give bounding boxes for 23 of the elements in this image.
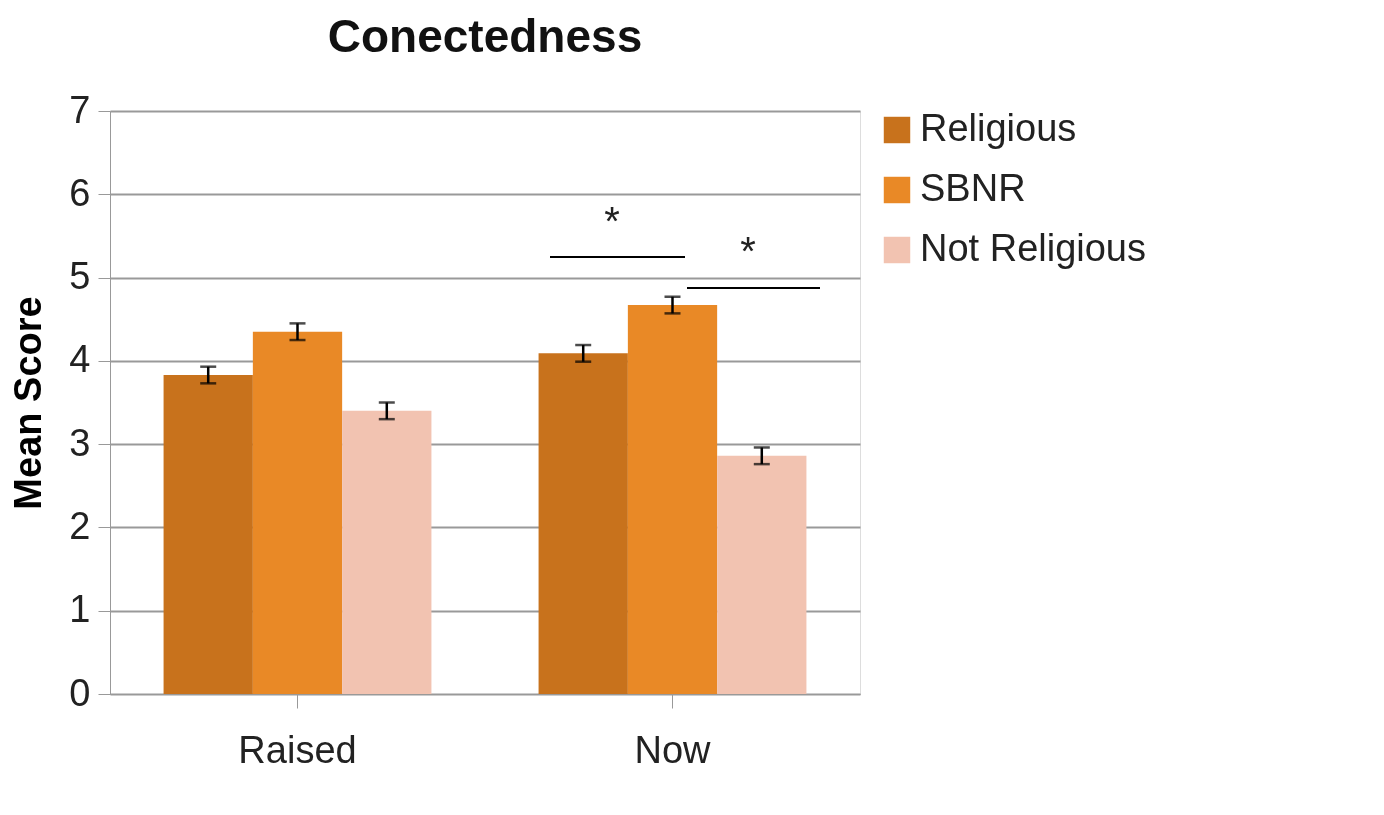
y-tick-label: 0 (69, 671, 91, 714)
chart-title: Conectedness (327, 10, 643, 62)
bar (252, 331, 343, 694)
bar (163, 375, 253, 694)
y-tick-label: 4 (69, 338, 91, 381)
legend-label: SBNR (920, 167, 1026, 209)
y-tick-label: 1 (69, 588, 91, 631)
y-tick-label: 6 (69, 171, 91, 214)
bar (627, 305, 718, 694)
x-tick-label: Raised (238, 728, 357, 771)
y-tick-label: 7 (69, 88, 91, 131)
bar (342, 410, 432, 694)
legend-label: Religious (920, 107, 1077, 149)
x-tick-label: Now (634, 728, 712, 771)
y-tick-label: 5 (69, 255, 91, 298)
bar (538, 353, 628, 694)
y-tick-label: 3 (69, 421, 91, 464)
y-tick-label: 2 (69, 504, 91, 547)
legend-label: Not Religious (920, 227, 1146, 269)
bar (717, 455, 807, 694)
y-axis-title: Mean Score (7, 296, 50, 510)
annotation: * (740, 229, 756, 273)
annotation: * (604, 199, 620, 243)
